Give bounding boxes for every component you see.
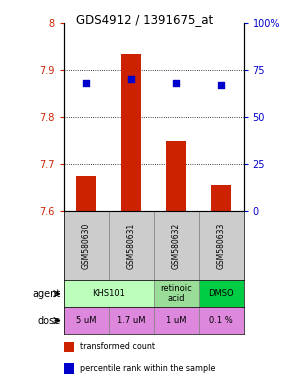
- Bar: [154, 307, 199, 334]
- Text: KHS101: KHS101: [92, 289, 125, 298]
- Bar: [76, 176, 96, 211]
- Point: [219, 82, 223, 88]
- Text: retinoic
acid: retinoic acid: [160, 285, 192, 303]
- Text: 5 uM: 5 uM: [76, 316, 97, 325]
- Bar: [211, 185, 231, 211]
- Bar: [109, 307, 154, 334]
- Bar: [199, 307, 244, 334]
- Point: [174, 80, 179, 86]
- Text: agent: agent: [33, 289, 61, 299]
- Point: [84, 80, 89, 86]
- Text: 1.7 uM: 1.7 uM: [117, 316, 146, 325]
- Bar: [64, 211, 109, 280]
- Bar: [154, 280, 199, 307]
- Bar: [199, 211, 244, 280]
- Bar: [64, 307, 109, 334]
- Text: 0.1 %: 0.1 %: [209, 316, 233, 325]
- Bar: [166, 141, 186, 211]
- Text: dose: dose: [38, 316, 61, 326]
- Bar: [121, 54, 141, 211]
- Bar: [64, 280, 154, 307]
- Text: transformed count: transformed count: [80, 343, 155, 351]
- Point: [129, 76, 133, 83]
- Text: GDS4912 / 1391675_at: GDS4912 / 1391675_at: [76, 13, 214, 26]
- Text: GSM580632: GSM580632: [172, 223, 181, 269]
- Text: percentile rank within the sample: percentile rank within the sample: [80, 364, 215, 373]
- Bar: [154, 211, 199, 280]
- Text: GSM580631: GSM580631: [127, 223, 136, 269]
- Text: GSM580633: GSM580633: [217, 223, 226, 269]
- Text: 1 uM: 1 uM: [166, 316, 186, 325]
- Text: GSM580630: GSM580630: [82, 223, 91, 269]
- Text: DMSO: DMSO: [208, 289, 234, 298]
- Bar: [109, 211, 154, 280]
- Bar: [199, 280, 244, 307]
